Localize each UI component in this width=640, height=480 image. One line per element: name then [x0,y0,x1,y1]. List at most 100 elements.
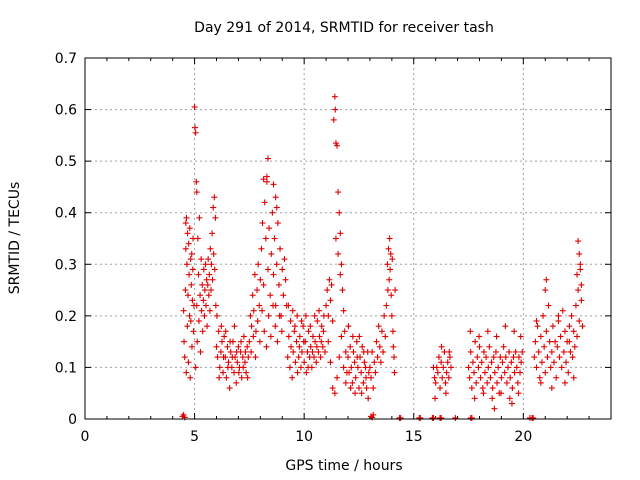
y-tick-label: 0.5 [55,154,77,170]
data-point [309,333,316,340]
data-point [274,220,281,227]
data-point [276,312,283,319]
data-point [290,348,297,355]
data-point [263,173,270,180]
data-point [270,271,277,278]
data-point [391,354,398,361]
data-point [227,338,234,345]
data-point [501,369,508,376]
data-point [331,390,338,397]
data-point [325,312,332,319]
data-point [334,142,341,149]
data-point [570,328,577,335]
data-point [563,359,570,366]
data-point [510,354,517,361]
data-point [511,328,518,335]
data-point [181,354,188,361]
data-point [475,364,482,371]
data-point [554,343,561,350]
data-point [500,343,507,350]
data-point [337,230,344,237]
data-point [200,297,207,304]
data-point [220,354,227,361]
data-point [325,338,332,345]
data-point [440,364,447,371]
data-point [193,178,200,185]
data-point [569,354,576,361]
data-point [540,312,547,319]
data-point [434,369,441,376]
data-point [332,235,339,242]
data-point [439,374,446,381]
data-point [369,348,376,355]
data-point [466,374,473,381]
data-point [565,369,572,376]
data-point [250,333,257,340]
data-point [472,338,479,345]
data-point [442,390,449,397]
data-point [307,323,314,330]
data-point [378,328,385,335]
data-point [189,297,196,304]
data-point [313,359,320,366]
x-tick-label: 15 [405,429,423,445]
data-point [208,261,215,268]
data-point [432,379,439,386]
data-point [193,302,200,309]
data-point [485,364,492,371]
data-point [348,364,355,371]
data-point [182,245,189,252]
data-point [238,338,245,345]
data-point [291,323,298,330]
data-point [318,323,325,330]
data-point [359,343,366,350]
data-point [183,214,190,221]
data-point [349,379,356,386]
data-point [512,348,519,355]
data-point [438,343,445,350]
data-point [188,281,195,288]
data-point [557,333,564,340]
data-point [490,354,497,361]
data-point [313,343,320,350]
data-point [186,225,193,232]
data-point [188,250,195,257]
data-point [270,181,277,188]
data-point [329,318,336,325]
data-point [578,297,585,304]
data-point [345,323,352,330]
data-point [296,333,303,340]
data-point [206,307,213,314]
data-point [221,333,228,340]
data-point [476,333,483,340]
data-point [574,271,581,278]
data-point [575,287,582,294]
data-point [242,348,249,355]
data-point [555,312,562,319]
data-point [194,235,201,242]
data-point [488,359,495,366]
data-point [273,204,280,211]
data-point [185,240,192,247]
data-point [259,220,266,227]
data-point [532,338,539,345]
data-point [448,364,455,371]
data-point [374,354,381,361]
data-point [208,287,215,294]
data-point [205,292,212,299]
data-point [365,369,372,376]
data-point [201,312,208,319]
data-point [249,292,256,299]
data-point [244,374,251,381]
data-point [553,374,560,381]
data-point [536,374,543,381]
data-point [430,414,437,421]
data-points [179,93,586,421]
data-point [371,359,378,366]
data-point [316,333,323,340]
data-point [192,364,199,371]
data-point [252,354,259,361]
data-point [302,312,309,319]
data-point [370,385,377,392]
